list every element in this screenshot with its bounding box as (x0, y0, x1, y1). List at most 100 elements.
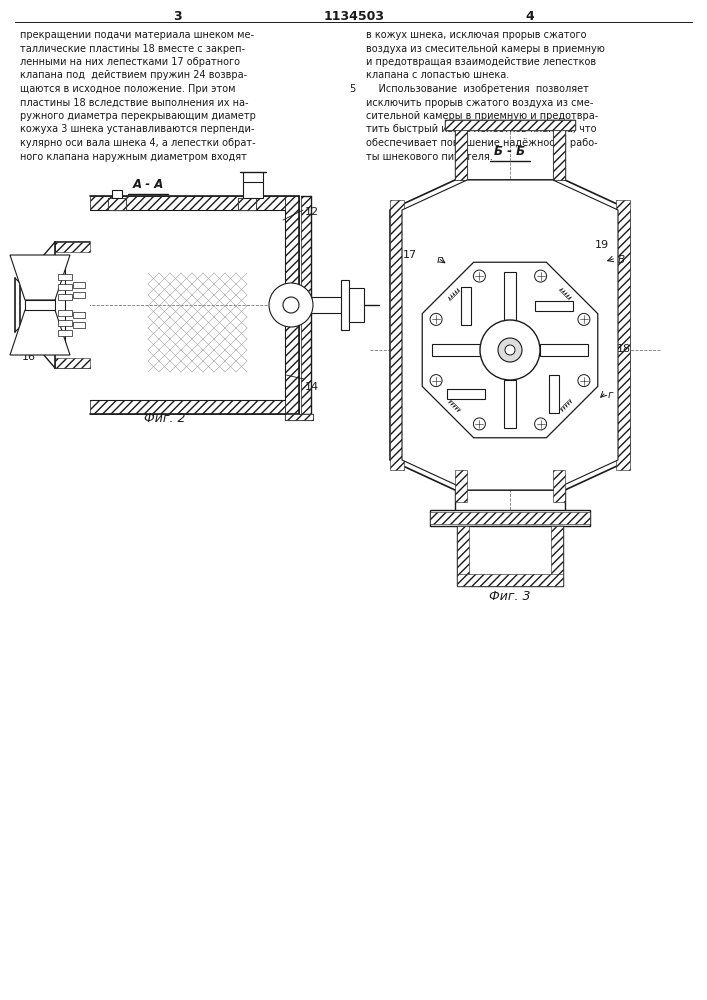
Text: Фиг. 2: Фиг. 2 (144, 412, 186, 425)
Bar (58, 294, 72, 300)
Bar (25, 300, 55, 310)
Text: ружного диаметра перекрывающим диаметр: ружного диаметра перекрывающим диаметр (20, 111, 256, 121)
Polygon shape (461, 287, 471, 325)
Polygon shape (10, 255, 70, 300)
Text: клапана с лопастью шнека.: клапана с лопастью шнека. (366, 70, 509, 81)
Bar (243, 182, 263, 198)
Circle shape (578, 313, 590, 325)
Polygon shape (504, 272, 516, 320)
Text: таллические пластины 18 вместе с закреп-: таллические пластины 18 вместе с закреп- (20, 43, 245, 53)
Bar (238, 198, 256, 210)
Circle shape (534, 270, 547, 282)
Bar (58, 330, 72, 336)
Polygon shape (402, 180, 618, 490)
Text: в кожух шнека, исключая прорыв сжатого: в кожух шнека, исключая прорыв сжатого (366, 30, 587, 40)
Text: Использование  изобретения  позволяет: Использование изобретения позволяет (366, 84, 589, 94)
Text: пластины 18 вследствие выполнения их на-: пластины 18 вследствие выполнения их на- (20, 98, 248, 107)
Polygon shape (432, 344, 480, 356)
Bar (457, 526, 469, 586)
Bar (455, 470, 467, 502)
Text: 1134503: 1134503 (324, 10, 385, 23)
Bar (301, 196, 311, 414)
Text: обеспечивает повышение надёжности рабо-: обеспечивает повышение надёжности рабо- (366, 138, 597, 148)
Bar (551, 526, 563, 586)
Bar (285, 414, 313, 420)
Circle shape (474, 418, 486, 430)
Circle shape (283, 297, 299, 313)
Circle shape (474, 270, 486, 282)
Polygon shape (422, 262, 598, 438)
Text: ленными на них лепестками 17 обратного: ленными на них лепестками 17 обратного (20, 57, 240, 67)
Bar (445, 120, 575, 130)
Polygon shape (10, 310, 70, 355)
Bar (341, 280, 349, 330)
Bar (73, 282, 85, 288)
Text: 18: 18 (617, 344, 631, 354)
Bar (390, 200, 404, 470)
Circle shape (269, 283, 313, 327)
Bar (112, 190, 122, 198)
Circle shape (430, 313, 442, 325)
Text: клапана под  действием пружин 24 возвра-: клапана под действием пружин 24 возвра- (20, 70, 247, 81)
Bar (616, 200, 630, 470)
Text: и предотвращая взаимодействие лепестков: и предотвращая взаимодействие лепестков (366, 57, 596, 67)
Text: щаются в исходное положение. При этом: щаются в исходное положение. При этом (20, 84, 235, 94)
Circle shape (498, 338, 522, 362)
Bar (58, 274, 72, 280)
Text: 12: 12 (305, 207, 319, 217)
Bar (108, 198, 126, 210)
Text: сительной камеры в приемную и предотвра-: сительной камеры в приемную и предотвра- (366, 111, 598, 121)
Bar (445, 120, 575, 130)
Polygon shape (540, 344, 588, 356)
Bar (55, 242, 90, 252)
Text: 17: 17 (403, 250, 417, 260)
Bar (455, 130, 467, 180)
Bar (457, 574, 563, 586)
Bar (73, 322, 85, 328)
Polygon shape (20, 242, 90, 368)
Bar (58, 310, 72, 316)
Text: г: г (608, 390, 614, 400)
Polygon shape (390, 180, 630, 490)
Bar (58, 284, 72, 290)
Text: 16: 16 (22, 352, 36, 362)
Polygon shape (549, 375, 559, 413)
Polygon shape (534, 301, 573, 311)
Bar (457, 526, 563, 586)
Bar (285, 297, 349, 313)
Text: 13: 13 (309, 300, 323, 310)
Text: г: г (437, 255, 443, 265)
Circle shape (480, 320, 540, 380)
Text: тить быстрый износ лепестков клапана, что: тить быстрый износ лепестков клапана, чт… (366, 124, 597, 134)
Text: 14: 14 (305, 382, 319, 392)
Text: В: В (618, 255, 625, 265)
Circle shape (534, 418, 547, 430)
Text: ты шнекового питателя.: ты шнекового питателя. (366, 151, 493, 161)
Text: исключить прорыв сжатого воздуха из сме-: исключить прорыв сжатого воздуха из сме- (366, 98, 593, 107)
Text: воздуха из смесительной камеры в приемную: воздуха из смесительной камеры в приемну… (366, 43, 605, 53)
Bar (430, 510, 590, 526)
Bar (73, 292, 85, 298)
Text: 3: 3 (173, 10, 181, 23)
Circle shape (578, 375, 590, 387)
Text: 19: 19 (595, 240, 609, 250)
Bar (55, 358, 90, 368)
Bar (349, 288, 364, 322)
Bar (553, 470, 565, 502)
Bar (58, 320, 72, 326)
Bar (553, 130, 565, 180)
Bar (430, 512, 590, 524)
Text: прекращении подачи материала шнеком ме-: прекращении подачи материала шнеком ме- (20, 30, 254, 40)
Polygon shape (504, 380, 516, 428)
Text: кулярно оси вала шнека 4, а лепестки обрат-: кулярно оси вала шнека 4, а лепестки обр… (20, 138, 256, 148)
Circle shape (505, 345, 515, 355)
Text: 5: 5 (349, 84, 355, 94)
Polygon shape (447, 389, 485, 399)
Text: Б - Б: Б - Б (494, 145, 525, 158)
Circle shape (430, 375, 442, 387)
Text: Фиг. 3: Фиг. 3 (489, 590, 531, 603)
Text: кожуха 3 шнека устанавливаются перпенди-: кожуха 3 шнека устанавливаются перпенди- (20, 124, 255, 134)
Text: ного клапана наружным диаметром входят: ного клапана наружным диаметром входят (20, 151, 247, 161)
Text: 4: 4 (525, 10, 534, 23)
Bar (285, 196, 299, 414)
